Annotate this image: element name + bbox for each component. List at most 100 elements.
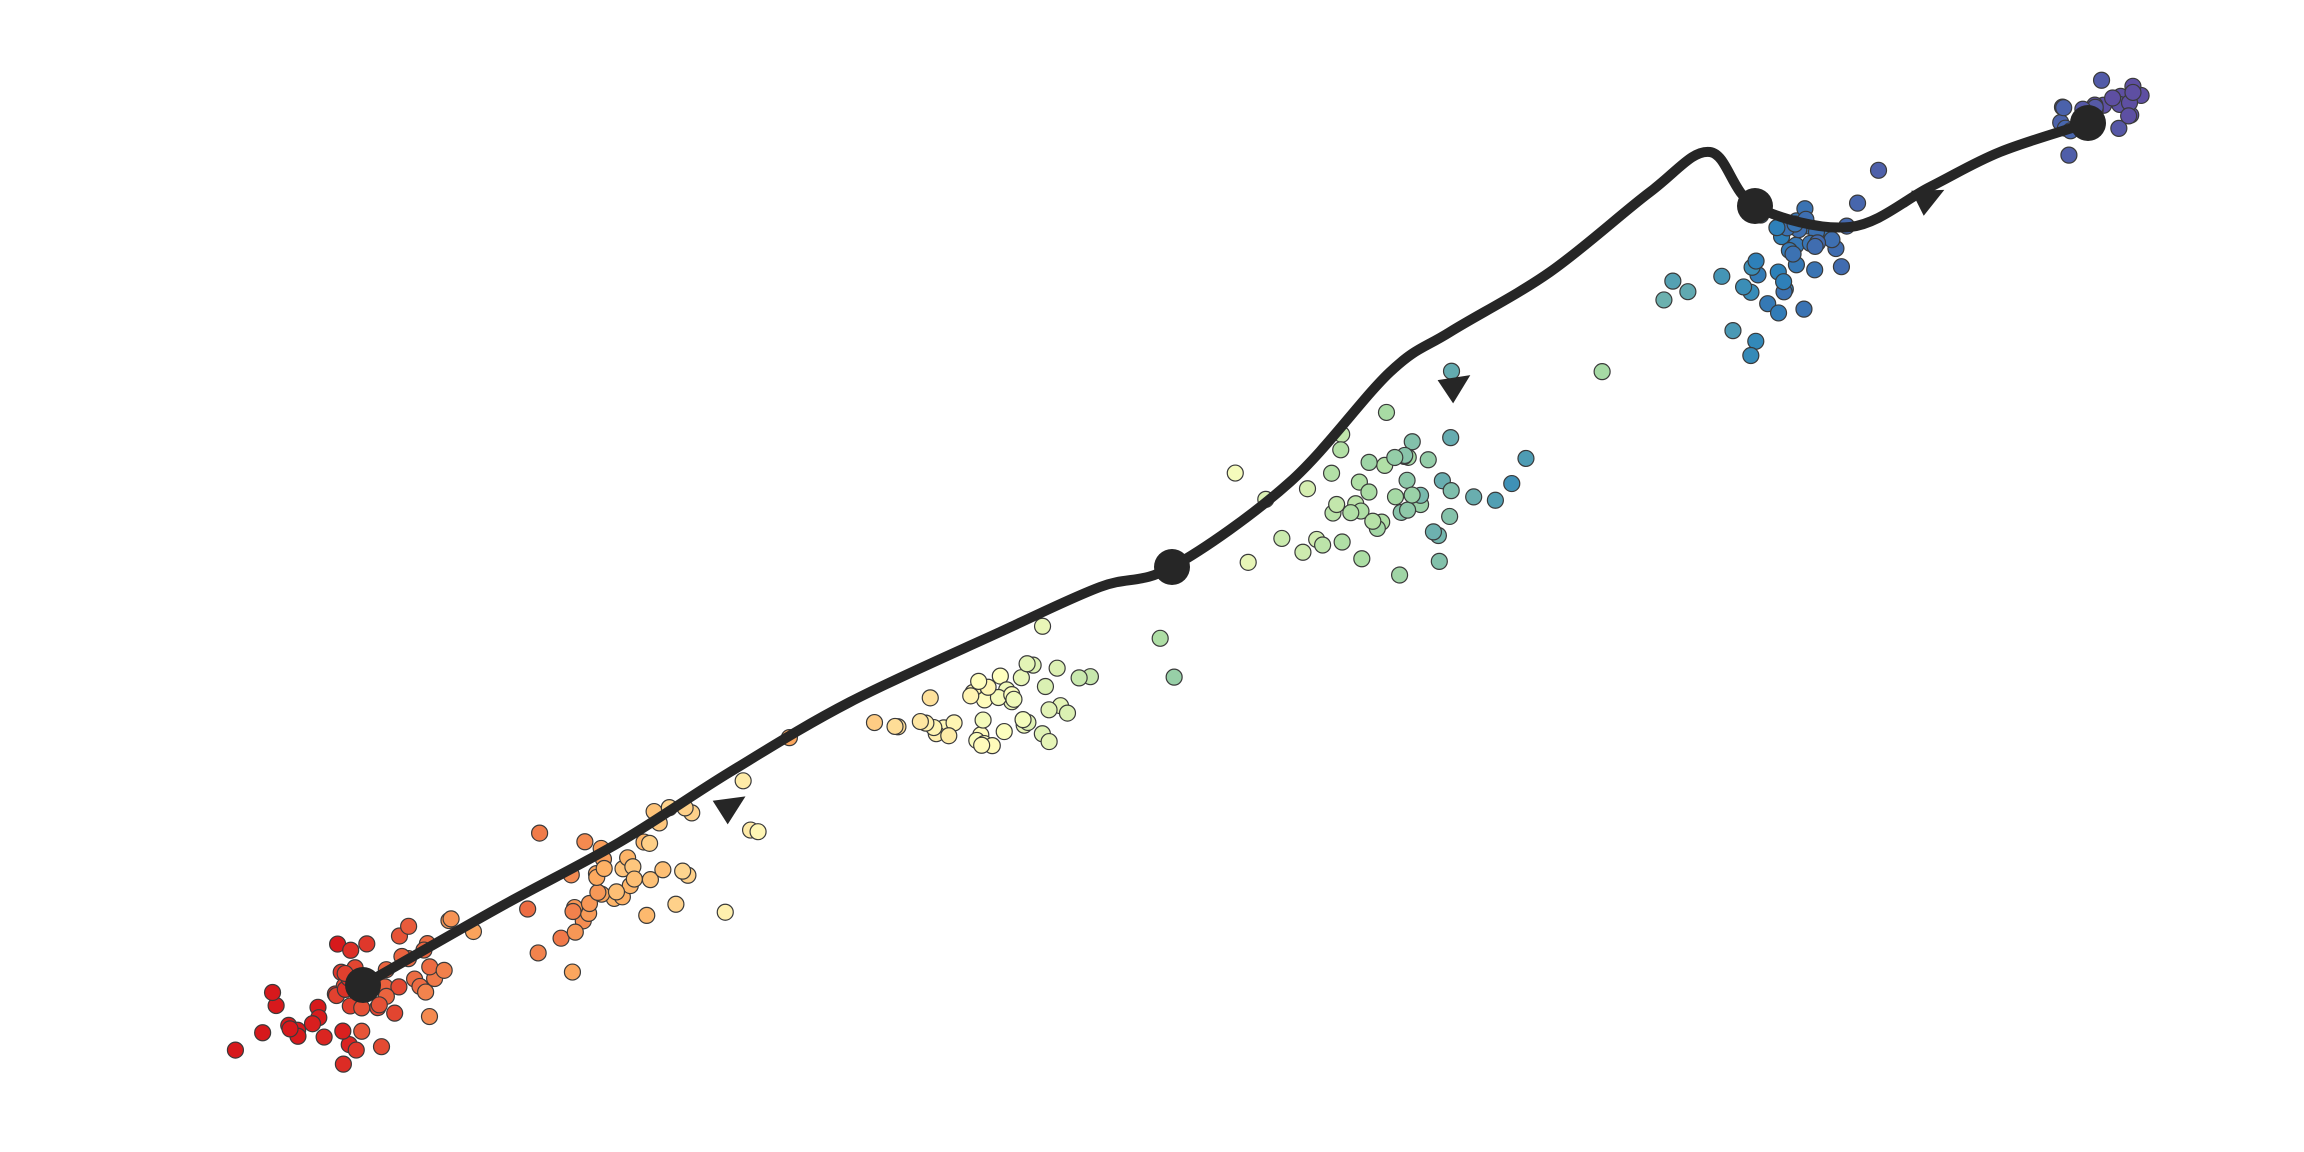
scatter-point: [1664, 272, 1682, 290]
scatter-point: [1040, 701, 1058, 719]
scatter-point: [370, 996, 388, 1014]
scatter-point: [1734, 278, 1753, 296]
scatter-point: [2124, 83, 2142, 102]
scatter-point: [1151, 629, 1169, 647]
scatter-point: [334, 1055, 352, 1073]
scatter-point: [607, 883, 626, 901]
scatter-point: [2060, 146, 2078, 164]
scatter-point: [1442, 429, 1460, 447]
scatter-point: [1832, 258, 1851, 276]
scatter-point: [1593, 363, 1611, 381]
scatter-point: [529, 944, 547, 962]
scatter-point: [1377, 403, 1396, 422]
scatter-point: [347, 1041, 365, 1059]
scatter-point: [1424, 523, 1443, 541]
trajectory-line: [358, 118, 2093, 990]
scatter-point: [2120, 107, 2138, 125]
scatter-point: [1070, 669, 1088, 687]
scatter-point: [638, 906, 656, 924]
scatter-point: [435, 961, 453, 979]
scatter-point: [563, 963, 582, 981]
scatter-point: [2055, 99, 2073, 117]
scatter-point: [1390, 566, 1409, 584]
scatter-point: [595, 859, 613, 878]
scatter-point: [974, 711, 992, 729]
scatter-point: [576, 833, 594, 851]
scatter-point: [1386, 448, 1404, 467]
scatter-point: [625, 870, 643, 888]
scatter-point: [1747, 252, 1765, 270]
scatter-point: [1014, 711, 1032, 729]
scatter-point: [1058, 704, 1077, 722]
scatter-point: [995, 722, 1013, 741]
scatter-point: [531, 824, 549, 842]
scatter-point: [519, 900, 537, 918]
scatter-point: [1848, 194, 1867, 212]
scatter-point: [390, 978, 408, 996]
trajectory-waypoint: [1737, 188, 1773, 224]
scatter-point: [1503, 474, 1521, 493]
scatter-point: [1332, 441, 1350, 459]
scatter-point: [442, 910, 460, 928]
scatter-point: [400, 917, 418, 935]
scatter-point: [263, 983, 282, 1002]
scatter-point: [564, 902, 582, 921]
scatter-point: [1679, 283, 1697, 301]
scatter-point: [1036, 677, 1055, 696]
scatter-point: [334, 1022, 352, 1040]
scatter-point: [970, 672, 988, 690]
scatter-point: [1486, 491, 1504, 509]
scatter-point: [1655, 291, 1673, 309]
scatter-point: [962, 687, 980, 705]
scatter-point: [1048, 659, 1066, 677]
scatter-point: [667, 895, 685, 913]
scatter-point: [921, 689, 939, 707]
scatter-point: [749, 823, 767, 841]
scatter-point: [1273, 529, 1291, 548]
scatter-point: [1795, 300, 1813, 318]
scatter-point: [1441, 507, 1459, 526]
scatter-point: [254, 1024, 272, 1042]
scatter-point: [1465, 488, 1483, 506]
scatter-point: [1398, 501, 1417, 519]
scatter-point: [1005, 690, 1023, 708]
scatter-point: [353, 1022, 371, 1040]
scatter-point: [1869, 161, 1888, 179]
scatter-point: [372, 1038, 391, 1056]
scatter-point: [940, 727, 958, 745]
scatter-point: [1322, 464, 1341, 482]
scatter-point: [2110, 119, 2128, 137]
scatter-point: [1328, 495, 1346, 514]
scatter-point: [315, 1028, 333, 1046]
scatter-point: [1360, 483, 1378, 501]
scatter-point: [566, 923, 584, 941]
trajectory-arrows: [712, 189, 1945, 825]
scatter-point: [911, 712, 929, 731]
scatter-point: [1430, 552, 1448, 570]
scatter-point: [1419, 451, 1437, 469]
scatter-point: [421, 958, 439, 976]
scatter-point: [226, 1041, 245, 1059]
scatter-point: [1398, 471, 1416, 489]
scatter-point: [886, 717, 904, 736]
scatter-point: [2104, 89, 2122, 107]
scatter-point: [1298, 480, 1317, 498]
scatter-point: [865, 713, 884, 732]
scatter-point: [1294, 543, 1312, 561]
scatter-point: [1823, 231, 1841, 249]
scatter-point: [1226, 464, 1244, 482]
scatter-point: [2092, 71, 2111, 89]
trajectory-waypoint: [2070, 105, 2106, 141]
scatter-point: [552, 929, 570, 947]
trajectory-waypoint: [345, 967, 381, 1003]
scatter-point: [589, 883, 607, 901]
scatter-point: [734, 772, 752, 790]
scatter-point: [1742, 346, 1760, 365]
scatter-point: [1360, 453, 1378, 471]
scatter-point: [342, 941, 360, 959]
scatter-point: [640, 834, 659, 852]
scatter-point: [973, 736, 991, 754]
scatter-point: [1784, 245, 1802, 263]
scatter-point: [1759, 295, 1777, 313]
